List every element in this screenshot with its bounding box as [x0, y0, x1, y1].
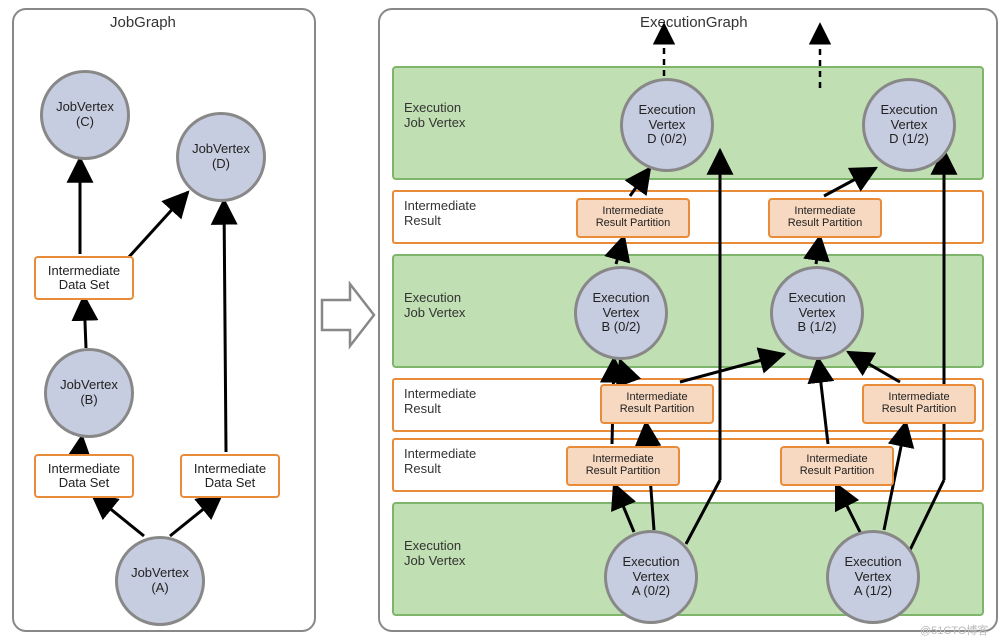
irp-a0: IntermediateResult Partition — [566, 446, 680, 486]
exec-band-mid-label: ExecutionJob Vertex — [404, 290, 465, 320]
watermark-text: @51CTO博客 — [920, 622, 988, 638]
exec-vertex-b0-label: ExecutionVertexB (0/2) — [592, 291, 649, 336]
ids-ab-label: IntermediateData Set — [48, 462, 120, 491]
irp-a1: IntermediateResult Partition — [780, 446, 894, 486]
ids-ad-label: IntermediateData Set — [194, 462, 266, 491]
exec-band-ir-mid-label: IntermediateResult — [404, 386, 476, 416]
irp-d0: IntermediateResult Partition — [576, 198, 690, 238]
exec-vertex-d1: ExecutionVertexD (1/2) — [862, 78, 956, 172]
exec-vertex-d0: ExecutionVertexD (0/2) — [620, 78, 714, 172]
jobvertex-d-label: JobVertex(D) — [192, 142, 250, 172]
ids-ab: IntermediateData Set — [34, 454, 134, 498]
exec-band-ir-top-label: IntermediateResult — [404, 198, 476, 228]
ids-bc: IntermediateData Set — [34, 256, 134, 300]
exec-vertex-d1-label: ExecutionVertexD (1/2) — [880, 103, 937, 148]
jobvertex-c-label: JobVertex(C) — [56, 100, 114, 130]
exec-band-mid-green — [392, 254, 984, 368]
jobgraph-title: JobGraph — [110, 14, 176, 31]
exec-vertex-b1: ExecutionVertexB (1/2) — [770, 266, 864, 360]
jobvertex-c: JobVertex(C) — [40, 70, 130, 160]
exec-vertex-b1-label: ExecutionVertexB (1/2) — [788, 291, 845, 336]
irp-b-label: IntermediateResult Partition — [620, 392, 695, 415]
irp-d0-label: IntermediateResult Partition — [596, 206, 671, 229]
exec-band-bot-label: ExecutionJob Vertex — [404, 538, 465, 568]
irp-d1-label: IntermediateResult Partition — [788, 206, 863, 229]
exec-vertex-d0-label: ExecutionVertexD (0/2) — [638, 103, 695, 148]
exec-vertex-a0-label: ExecutionVertexA (0/2) — [622, 555, 679, 600]
irp-b1: IntermediateResult Partition — [862, 384, 976, 424]
irp-b: IntermediateResult Partition — [600, 384, 714, 424]
irp-d1: IntermediateResult Partition — [768, 198, 882, 238]
exec-vertex-b0: ExecutionVertexB (0/2) — [574, 266, 668, 360]
jobvertex-a: JobVertex(A) — [115, 536, 205, 626]
jobvertex-a-label: JobVertex(A) — [131, 566, 189, 596]
transition-arrow-icon — [320, 280, 376, 350]
jobvertex-d: JobVertex(D) — [176, 112, 266, 202]
diagram-canvas: JobGraph ExecutionGraph ExecutionJob Ver… — [0, 0, 1007, 642]
exec-band-ir-bot-label: IntermediateResult — [404, 446, 476, 476]
ids-ad: IntermediateData Set — [180, 454, 280, 498]
irp-a1-label: IntermediateResult Partition — [800, 454, 875, 477]
irp-b1-label: IntermediateResult Partition — [882, 392, 957, 415]
exec-vertex-a1-label: ExecutionVertexA (1/2) — [844, 555, 901, 600]
exec-vertex-a0: ExecutionVertexA (0/2) — [604, 530, 698, 624]
exec-band-top-label: ExecutionJob Vertex — [404, 100, 465, 130]
exec-band-ir-bot — [392, 438, 984, 492]
ids-bc-label: IntermediateData Set — [48, 264, 120, 293]
execgraph-title: ExecutionGraph — [640, 14, 748, 31]
exec-vertex-a1: ExecutionVertexA (1/2) — [826, 530, 920, 624]
jobvertex-b: JobVertex(B) — [44, 348, 134, 438]
jobvertex-b-label: JobVertex(B) — [60, 378, 118, 408]
irp-a0-label: IntermediateResult Partition — [586, 454, 661, 477]
